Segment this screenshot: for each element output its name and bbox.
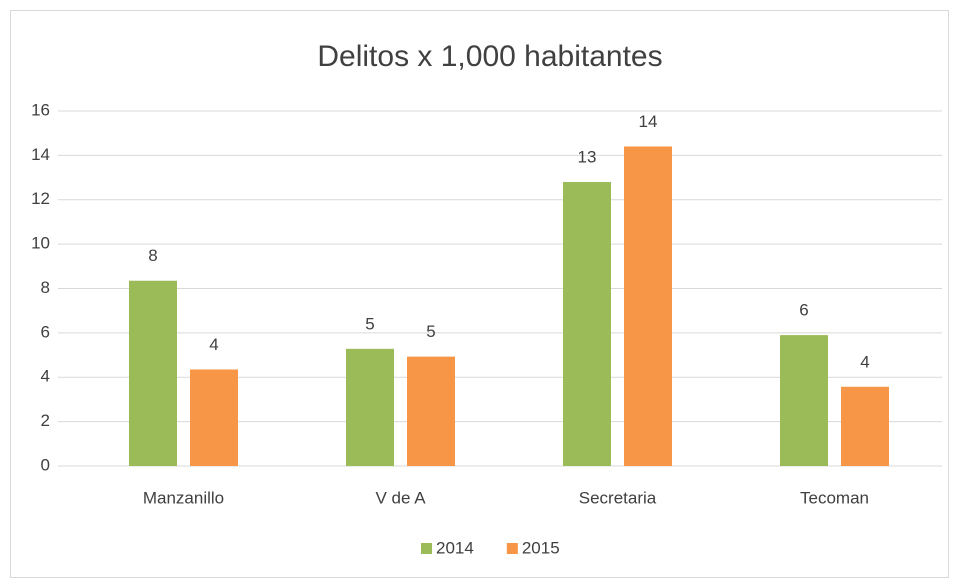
bar (129, 280, 177, 466)
bar (563, 182, 611, 466)
bar (407, 356, 455, 466)
legend-swatch (506, 543, 518, 554)
bar (780, 335, 828, 466)
legend-label: 2015 (522, 538, 560, 557)
chart-title: Delitos x 1,000 habitantes (317, 40, 662, 73)
data-label: 4 (860, 352, 869, 371)
bar (190, 369, 238, 466)
data-label: 5 (365, 314, 374, 333)
y-tick-label: 10 (31, 234, 50, 253)
legend-label: 2014 (436, 538, 474, 557)
data-label: 14 (639, 112, 658, 131)
x-tick-label: Manzanillo (143, 488, 224, 507)
y-tick-label: 0 (41, 455, 50, 474)
y-tick-label: 6 (41, 322, 50, 341)
data-label: 13 (578, 147, 597, 166)
data-label: 6 (799, 301, 808, 320)
y-tick-label: 2 (41, 411, 50, 430)
x-tick-label: Tecoman (800, 488, 869, 507)
data-label: 4 (209, 335, 218, 354)
y-tick-label: 16 (31, 100, 50, 119)
bar (346, 348, 394, 466)
bar (841, 386, 889, 466)
y-tick-label: 4 (41, 367, 50, 386)
x-tick-label: Secretaria (579, 488, 657, 507)
data-label: 8 (148, 246, 157, 265)
y-tick-label: 14 (31, 145, 50, 164)
y-tick-label: 12 (31, 189, 50, 208)
x-tick-label: V de A (375, 488, 426, 507)
bar (624, 146, 672, 466)
data-label: 5 (426, 322, 435, 341)
legend-swatch (421, 543, 432, 554)
y-tick-label: 8 (41, 278, 50, 297)
